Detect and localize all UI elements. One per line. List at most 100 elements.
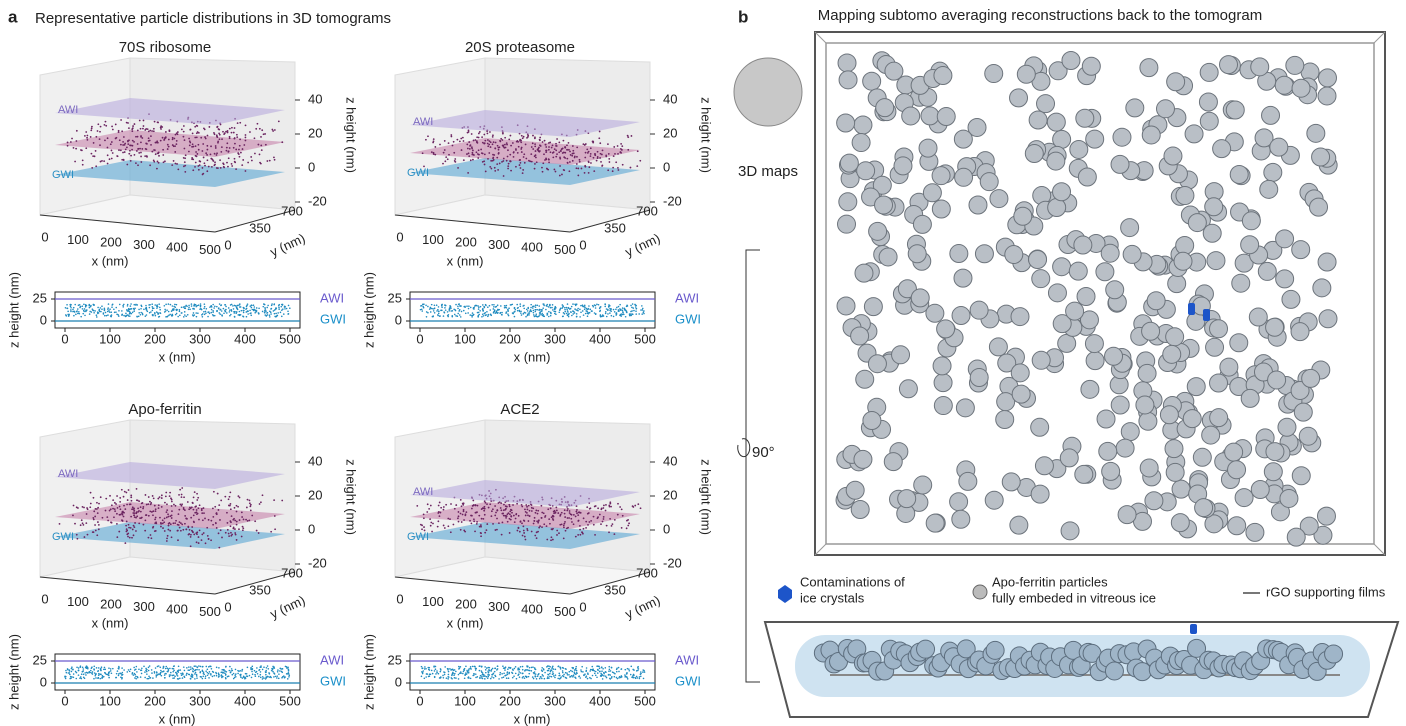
particle-dot [263, 303, 265, 305]
particle-dot [531, 161, 533, 163]
particle-dot [102, 517, 104, 519]
particle-dot [562, 667, 564, 669]
particle-dot [171, 164, 173, 166]
particle-dot [131, 149, 133, 151]
particle-dot [589, 670, 591, 672]
awi-label: AWI [320, 290, 344, 305]
particle-dot [89, 313, 91, 315]
particle-dot [552, 519, 554, 521]
particle-dot [249, 502, 251, 504]
particle-dot [263, 666, 265, 668]
particle-dot [598, 304, 600, 306]
particle-dot [586, 148, 588, 150]
particle-dot [489, 503, 491, 505]
particle-dot [430, 525, 432, 527]
particle-dot [536, 309, 538, 311]
particle-dot [169, 495, 171, 497]
particle-dot [522, 526, 524, 528]
z-tick-label: 0 [395, 674, 402, 689]
particle-dot [575, 668, 577, 670]
particle-dot [249, 305, 251, 307]
y-tick-label: 0 [579, 237, 586, 252]
particle-dot [575, 511, 577, 513]
particle-dot [587, 524, 589, 526]
particle-dot [524, 162, 526, 164]
particle-dot [620, 148, 622, 150]
particle-dot [567, 162, 569, 164]
particle-dot [519, 164, 521, 166]
particle-dot [247, 313, 249, 315]
particle-dot [554, 148, 556, 150]
particle-dot [206, 145, 208, 147]
particle-dot [503, 515, 505, 517]
particle-dot [111, 522, 113, 524]
particle-dot [179, 504, 181, 506]
particle-dot [568, 671, 570, 673]
particle-dot [576, 672, 578, 674]
particle-dot [633, 674, 635, 676]
particle-dot [217, 142, 219, 144]
particle [919, 139, 937, 157]
particle-dot [99, 674, 101, 676]
particle-dot [476, 140, 478, 142]
particle-dot [586, 506, 588, 508]
particle-dot [562, 306, 564, 308]
particle-dot [86, 135, 88, 137]
particle-dot [634, 505, 636, 507]
particle-dot [136, 304, 138, 306]
particle-dot [585, 310, 587, 312]
y-tick-label: 700 [636, 565, 658, 580]
particle-dot [525, 669, 527, 671]
particle [892, 346, 910, 364]
particle-dot [443, 311, 445, 313]
particle-dot [521, 135, 523, 137]
particle-dot [543, 668, 545, 670]
particle-dot [111, 504, 113, 506]
particle-dot [271, 670, 273, 672]
particle-dot [624, 669, 626, 671]
particle-dot [242, 669, 244, 671]
particle-dot [473, 520, 475, 522]
particle-dot [270, 677, 272, 679]
particle-dot [167, 144, 169, 146]
particle-dot [147, 128, 149, 130]
particle-dot [563, 526, 565, 528]
particle-dot [214, 161, 216, 163]
particle-dot [522, 172, 524, 174]
particle-dot [219, 313, 221, 315]
particle-dot [230, 670, 232, 672]
particle-dot [458, 666, 460, 668]
particle-dot [584, 172, 586, 174]
particle-dot [138, 152, 140, 154]
particle-dot [160, 140, 162, 142]
particle-dot [167, 315, 169, 317]
particle-dot [70, 678, 72, 680]
particle-dot [215, 522, 217, 524]
particle-dot [492, 157, 494, 159]
particle-dot [242, 529, 244, 531]
particle-dot [202, 143, 204, 145]
particle-dot [605, 313, 607, 315]
particle-dot [210, 312, 212, 314]
particle-dot [266, 667, 268, 669]
particle-dot [186, 673, 188, 675]
particle-dot [577, 308, 579, 310]
particle-dot [184, 311, 186, 313]
particle-dot [554, 677, 556, 679]
particle [1035, 457, 1053, 475]
particle-dot [115, 307, 117, 309]
particle-dot [73, 673, 75, 675]
particle-dot [555, 507, 557, 509]
particle-dot [145, 305, 147, 307]
particle-dot [194, 137, 196, 139]
particle-dot [489, 309, 491, 311]
particle-dot [202, 519, 204, 521]
legend-text: fully embeded in vitreous ice [992, 590, 1156, 605]
particle-dot [477, 153, 479, 155]
particle-dot [433, 310, 435, 312]
particle-dot [532, 148, 534, 150]
particle-dot [509, 532, 511, 534]
particle-dot [523, 136, 525, 138]
particle-dot [243, 144, 245, 146]
particle-dot [511, 512, 513, 514]
